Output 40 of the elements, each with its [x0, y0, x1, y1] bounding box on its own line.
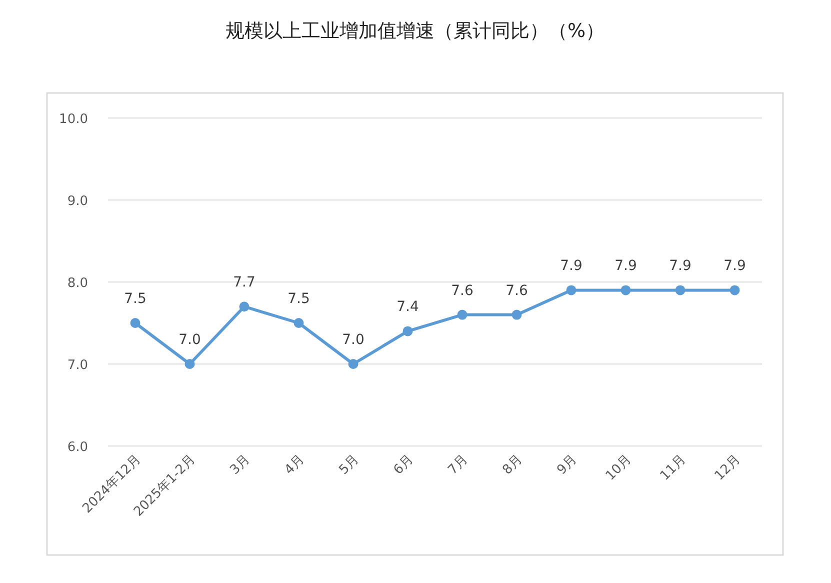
y-tick-label: 10.0 — [59, 112, 88, 127]
data-label: 7.6 — [506, 282, 528, 299]
point — [675, 285, 686, 296]
x-tick-label: 5月 — [336, 452, 362, 478]
point — [348, 359, 358, 369]
data-label: 7.5 — [124, 291, 146, 307]
chart-title: 规模以上工业增加值增速（累计同比）（%） — [225, 20, 605, 42]
data-label: 7.6 — [451, 282, 474, 299]
data-label: 7.0 — [178, 332, 201, 348]
point — [184, 359, 195, 369]
data-label: 7.5 — [288, 291, 310, 307]
x-tick-label: 11月 — [658, 452, 690, 484]
point — [457, 310, 468, 320]
x-tick-label: 10月 — [603, 452, 635, 484]
x-tick-label: 12月 — [712, 452, 744, 484]
y-tick-label: 8.0 — [67, 276, 88, 291]
point — [620, 285, 631, 296]
y-tick-label: 7.0 — [67, 358, 88, 373]
point — [130, 318, 140, 328]
data-label: 7.9 — [669, 258, 692, 274]
point — [294, 318, 304, 328]
point — [730, 285, 740, 296]
y-tick-label: 6.0 — [67, 440, 88, 455]
point — [512, 310, 522, 320]
x-tick-label: 8月 — [500, 452, 526, 478]
data-label: 7.9 — [724, 258, 746, 274]
y-tick-label: 9.0 — [67, 194, 88, 209]
point — [239, 302, 250, 312]
x-tick-label: 3月 — [227, 452, 254, 478]
data-label: 7.9 — [614, 258, 637, 274]
x-tick-label: 6月 — [390, 452, 417, 478]
data-label: 7.0 — [342, 332, 364, 348]
x-tick-label: 9月 — [554, 452, 580, 478]
x-tick-label: 7月 — [445, 452, 472, 478]
data-label: 7.9 — [560, 258, 582, 274]
point — [402, 326, 413, 336]
data-label: 7.7 — [233, 274, 256, 291]
point — [566, 285, 576, 296]
x-tick-label: 4月 — [282, 452, 308, 478]
data-label: 7.4 — [396, 299, 419, 316]
